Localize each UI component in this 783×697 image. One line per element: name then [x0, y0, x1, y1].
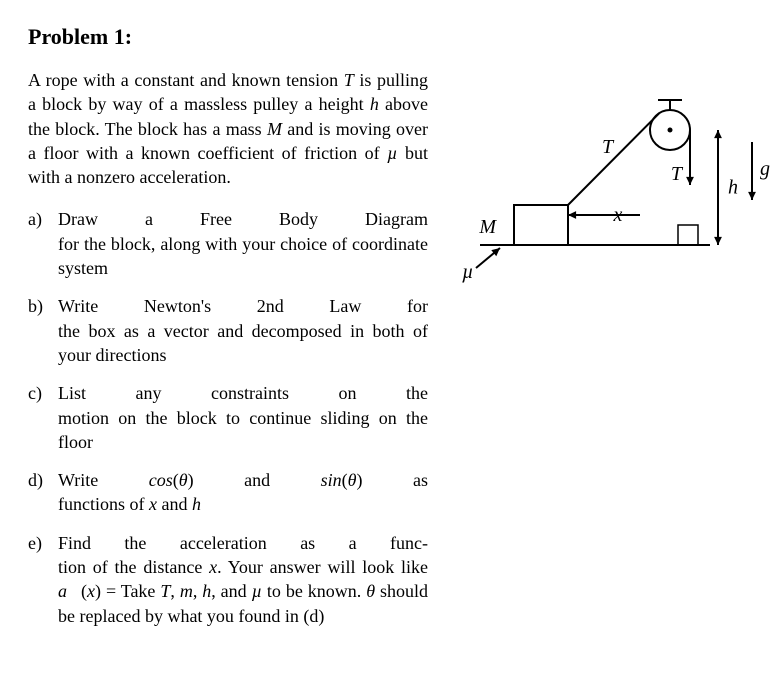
part-label: b)	[28, 294, 58, 367]
part-label: c)	[28, 381, 58, 454]
svg-text:h: h	[728, 177, 738, 199]
diagram: M T Tx hg µ	[450, 70, 770, 300]
part-e: e) Find the acceleration as a func- tion…	[28, 531, 428, 628]
part-lead: Write Newton's 2nd Law for	[58, 294, 428, 318]
part-lead: List any constraints on the	[58, 381, 428, 405]
svg-text:T: T	[671, 163, 684, 185]
svg-text:µ: µ	[462, 261, 474, 283]
part-rest: tion of the distance x. Your answer will…	[58, 555, 428, 628]
part-d: d) Write cos(θ) and sin(θ) as functions …	[28, 468, 428, 517]
svg-text:M: M	[478, 216, 497, 238]
part-label: e)	[28, 531, 58, 628]
svg-text:g: g	[760, 158, 770, 180]
part-rest: the box as a vector and decomposed in bo…	[58, 319, 428, 368]
problem-title: Problem 1:	[28, 24, 755, 50]
part-rest: functions of x and h	[58, 492, 428, 516]
part-lead: Find the acceleration as a func-	[58, 531, 428, 555]
part-lead: Write cos(θ) and sin(θ) as	[58, 468, 428, 492]
part-a: a) Draw a Free Body Diagram for the bloc…	[28, 207, 428, 280]
part-lead: Draw a Free Body Diagram	[58, 207, 428, 231]
part-rest: motion on the block to continue sliding …	[58, 406, 428, 455]
part-c: c) List any constraints on the motion on…	[28, 381, 428, 454]
svg-text:T: T	[602, 136, 615, 158]
part-rest: for the block, along with your choice of…	[58, 232, 428, 281]
problem-intro: A rope with a constant and known tension…	[28, 68, 428, 189]
part-label: a)	[28, 207, 58, 280]
part-b: b) Write Newton's 2nd Law for the box as…	[28, 294, 428, 367]
svg-text:x: x	[613, 204, 623, 226]
part-label: d)	[28, 468, 58, 517]
